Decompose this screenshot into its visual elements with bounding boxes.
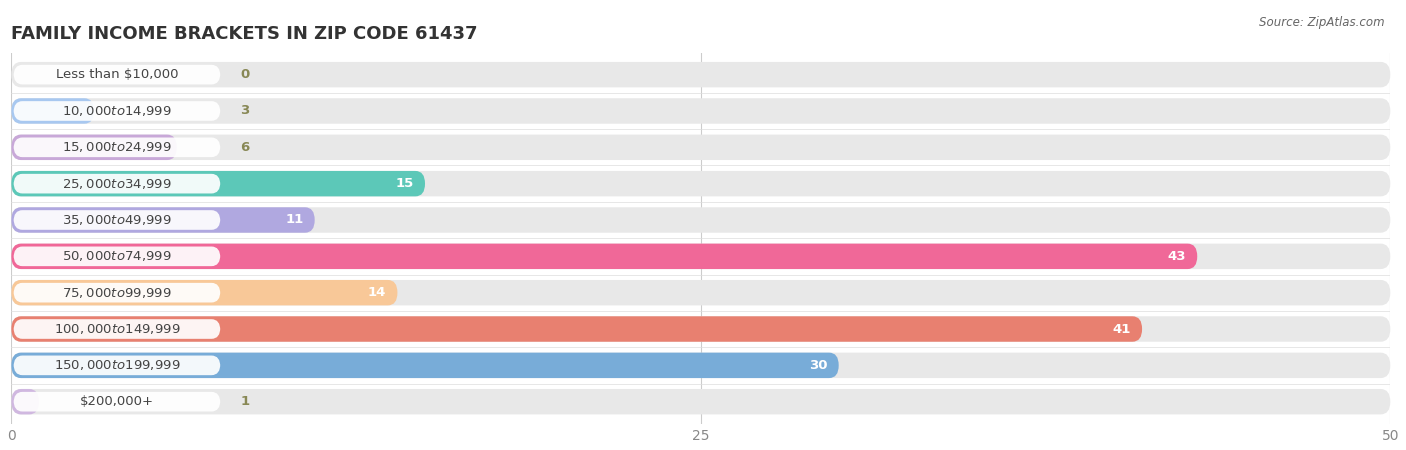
Text: 0: 0: [240, 68, 249, 81]
FancyBboxPatch shape: [11, 389, 39, 414]
FancyBboxPatch shape: [11, 207, 1391, 233]
Text: $50,000 to $74,999: $50,000 to $74,999: [62, 249, 172, 263]
FancyBboxPatch shape: [11, 98, 1391, 124]
FancyBboxPatch shape: [11, 316, 1142, 342]
FancyBboxPatch shape: [14, 65, 221, 85]
Text: $150,000 to $199,999: $150,000 to $199,999: [53, 358, 180, 372]
Text: $25,000 to $34,999: $25,000 to $34,999: [62, 177, 172, 191]
FancyBboxPatch shape: [11, 135, 177, 160]
FancyBboxPatch shape: [14, 138, 221, 157]
Text: 15: 15: [395, 177, 413, 190]
FancyBboxPatch shape: [11, 280, 398, 306]
FancyBboxPatch shape: [11, 135, 1391, 160]
FancyBboxPatch shape: [11, 207, 315, 233]
FancyBboxPatch shape: [14, 101, 221, 121]
Text: $200,000+: $200,000+: [80, 395, 153, 408]
FancyBboxPatch shape: [11, 62, 1391, 87]
FancyBboxPatch shape: [14, 210, 221, 230]
Text: 1: 1: [240, 395, 249, 408]
FancyBboxPatch shape: [11, 171, 425, 196]
FancyBboxPatch shape: [11, 280, 1391, 306]
Text: 14: 14: [368, 286, 387, 299]
Text: $35,000 to $49,999: $35,000 to $49,999: [62, 213, 172, 227]
FancyBboxPatch shape: [11, 243, 1391, 269]
FancyBboxPatch shape: [14, 247, 221, 266]
Text: 11: 11: [285, 213, 304, 226]
FancyBboxPatch shape: [14, 319, 221, 339]
Text: FAMILY INCOME BRACKETS IN ZIP CODE 61437: FAMILY INCOME BRACKETS IN ZIP CODE 61437: [11, 25, 478, 43]
FancyBboxPatch shape: [14, 392, 221, 411]
Text: $75,000 to $99,999: $75,000 to $99,999: [62, 286, 172, 300]
FancyBboxPatch shape: [14, 174, 221, 194]
Text: Source: ZipAtlas.com: Source: ZipAtlas.com: [1260, 16, 1385, 29]
Text: Less than $10,000: Less than $10,000: [56, 68, 179, 81]
Text: 43: 43: [1168, 250, 1187, 263]
FancyBboxPatch shape: [11, 98, 94, 124]
FancyBboxPatch shape: [11, 243, 1198, 269]
Text: $10,000 to $14,999: $10,000 to $14,999: [62, 104, 172, 118]
FancyBboxPatch shape: [11, 316, 1391, 342]
FancyBboxPatch shape: [14, 356, 221, 375]
Text: 30: 30: [810, 359, 828, 372]
FancyBboxPatch shape: [11, 389, 1391, 414]
FancyBboxPatch shape: [11, 353, 839, 378]
Text: $15,000 to $24,999: $15,000 to $24,999: [62, 140, 172, 154]
Text: 41: 41: [1112, 323, 1130, 336]
FancyBboxPatch shape: [11, 171, 1391, 196]
FancyBboxPatch shape: [11, 353, 1391, 378]
Text: $100,000 to $149,999: $100,000 to $149,999: [53, 322, 180, 336]
Text: 6: 6: [240, 141, 249, 154]
FancyBboxPatch shape: [14, 283, 221, 302]
Text: 3: 3: [240, 104, 249, 117]
